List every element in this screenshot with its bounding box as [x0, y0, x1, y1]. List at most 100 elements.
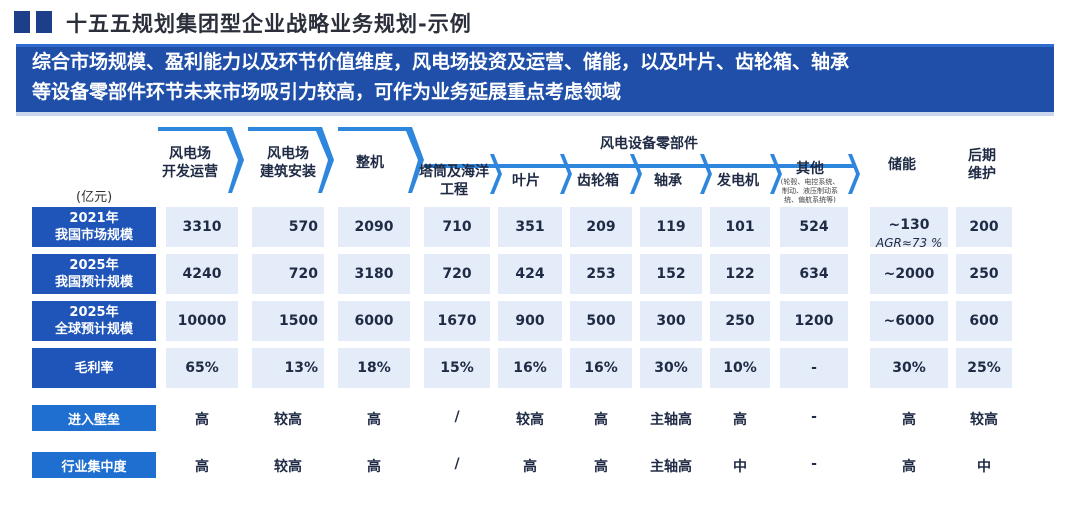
- qualitative-value: 高: [902, 412, 916, 428]
- table-cell: 4240: [166, 254, 238, 294]
- column-header-11: 后期 维护: [968, 148, 996, 182]
- table-cell: 524: [780, 207, 848, 247]
- column-header-10: 储能: [888, 157, 916, 173]
- table-cell: 16%: [498, 348, 562, 388]
- table-cell: 710: [424, 207, 490, 247]
- unit-label: (亿元): [76, 190, 113, 205]
- table-cell: 119: [640, 207, 702, 247]
- qualitative-value: 较高: [274, 412, 302, 428]
- qualitative-value: 高: [594, 459, 608, 475]
- column-header-4: 塔筒及海洋 工程: [419, 164, 489, 198]
- column-header-2: 风电场 建筑安装: [260, 146, 316, 180]
- table-cell: 209: [570, 207, 632, 247]
- qualitative-value: 高: [367, 412, 381, 428]
- summary-text: 综合市场规模、盈利能力以及环节价值维度，风电场投资及运营、储能，以及叶片、齿轮箱…: [32, 47, 1047, 107]
- qualitative-value: 主轴高: [650, 459, 692, 475]
- table-cell: 13%: [252, 348, 324, 388]
- table-cell: 500: [570, 301, 632, 341]
- sub-chevron: [770, 154, 782, 198]
- row-label-line-2: 全球预计规模: [54, 322, 133, 337]
- summary-banner: [16, 44, 1054, 112]
- table-cell: 30%: [640, 348, 702, 388]
- table-cell: 2090: [338, 207, 410, 247]
- table-cell: 351: [498, 207, 562, 247]
- row-label-line-2: 我国市场规模: [54, 228, 133, 243]
- row-label-line-1: 2025年: [69, 258, 119, 273]
- sub-chevron: [630, 154, 642, 198]
- qualitative-value: 高: [594, 412, 608, 428]
- qualitative-value: -: [811, 456, 817, 472]
- qualitative-value: 高: [195, 459, 209, 475]
- column-header-1: 风电场 开发运营: [162, 146, 218, 180]
- table-cell: ~130: [870, 207, 948, 247]
- table-cell: 6000: [338, 301, 410, 341]
- column-header-7: 轴承: [654, 173, 682, 189]
- qualitative-value: -: [811, 409, 817, 425]
- summary-line-1: 综合市场规模、盈利能力以及环节价值维度，风电场投资及运营、储能，以及叶片、齿轮箱…: [32, 51, 850, 73]
- table-cell: 25%: [956, 348, 1012, 388]
- table-cell: 1670: [424, 301, 490, 341]
- table-cell: 570: [252, 207, 324, 247]
- table-cell: 152: [640, 254, 702, 294]
- table-cell: 600: [956, 301, 1012, 341]
- group-label: 风电设备零部件: [600, 136, 698, 152]
- table-cell: 250: [956, 254, 1012, 294]
- table-cell: 122: [710, 254, 770, 294]
- column-header-9: 其他 (轮毂、电控系统、 制动、液压制动系 统、偏航系统等): [780, 161, 840, 204]
- table-cell: 65%: [166, 348, 238, 388]
- table-cell: 200: [956, 207, 1012, 247]
- qualitative-value: /: [454, 409, 460, 425]
- table-cell: -: [780, 348, 848, 388]
- table-cell: 16%: [570, 348, 632, 388]
- row-label: 毛利率: [32, 348, 156, 388]
- column-header-3: 整机: [356, 155, 384, 171]
- qualitative-label: 行业集中度: [32, 452, 156, 478]
- table-cell: 424: [498, 254, 562, 294]
- column-header-8: 发电机: [717, 173, 759, 189]
- sub-chevron: [848, 154, 860, 198]
- qualitative-value: 较高: [970, 412, 998, 428]
- summary-line-2: 等设备零部件环节未来市场吸引力较高，可作为业务延展重点考虑领域: [32, 81, 622, 103]
- table-cell: 900: [498, 301, 562, 341]
- table-cell: ~6000: [870, 301, 948, 341]
- column-header-5: 叶片: [512, 173, 540, 189]
- table-cell: 250: [710, 301, 770, 341]
- row-label-line-1: 2025年: [69, 305, 119, 320]
- banner-shadow: [16, 112, 1054, 116]
- sub-chevron: [490, 154, 502, 198]
- table-cell: 1500: [252, 301, 324, 341]
- table-cell: 15%: [424, 348, 490, 388]
- qualitative-value: 高: [733, 412, 747, 428]
- table-cell: 634: [780, 254, 848, 294]
- qualitative-value: 中: [733, 459, 747, 475]
- table-cell: 1200: [780, 301, 848, 341]
- table-cell: 18%: [338, 348, 410, 388]
- qualitative-value: 较高: [516, 412, 544, 428]
- page-title: 十五五规划集团型企业战略业务规划-示例: [66, 12, 472, 36]
- sub-chevron: [700, 154, 712, 198]
- table-cell: 720: [252, 254, 324, 294]
- qualitative-value: 高: [523, 459, 537, 475]
- column-header-6: 齿轮箱: [577, 173, 619, 189]
- row-label: 2021年我国市场规模: [32, 207, 156, 247]
- qualitative-value: 主轴高: [650, 412, 692, 428]
- title-decoration-square: [36, 11, 52, 33]
- qualitative-value: 中: [977, 459, 991, 475]
- row-label: 2025年 我国预计规模: [32, 254, 156, 294]
- row-label-line-1: 2021年: [69, 211, 119, 226]
- table-cell: 101: [710, 207, 770, 247]
- sub-chevron: [560, 154, 572, 198]
- table-cell: ~2000: [870, 254, 948, 294]
- row-label: 2025年全球预计规模: [32, 301, 156, 341]
- table-cell: 10%: [710, 348, 770, 388]
- qualitative-value: 高: [902, 459, 916, 475]
- group-bracket: [424, 154, 856, 168]
- qualitative-value: /: [454, 456, 460, 472]
- row-label-line-1: 毛利率: [74, 360, 114, 376]
- qualitative-value: 高: [195, 412, 209, 428]
- table-cell: 253: [570, 254, 632, 294]
- table-cell: 3180: [338, 254, 410, 294]
- table-cell: 30%: [870, 348, 948, 388]
- table-cell: 10000: [166, 301, 238, 341]
- table-cell: 3310: [166, 207, 238, 247]
